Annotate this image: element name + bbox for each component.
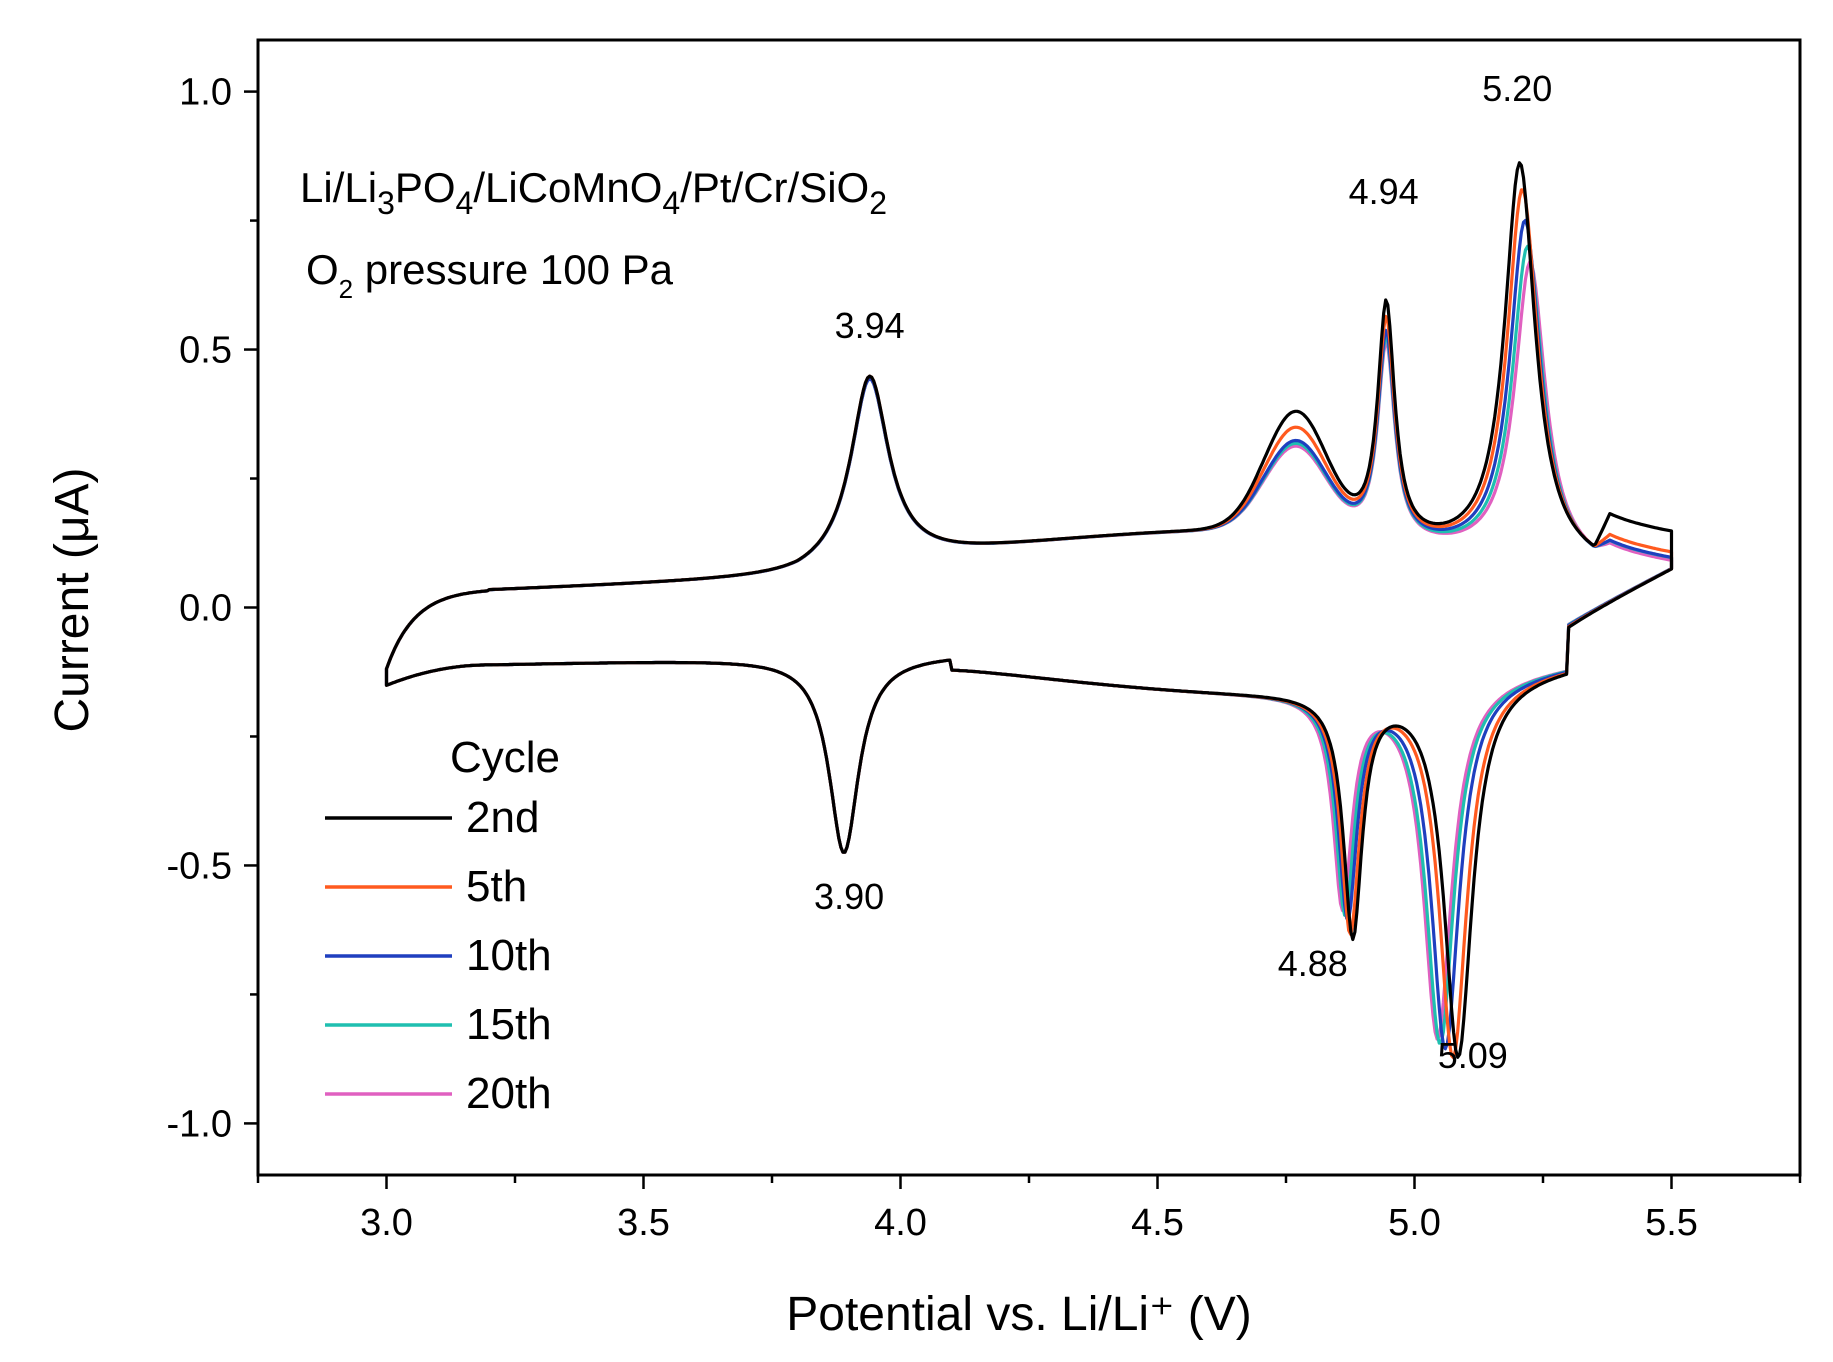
cell-label-sub: 2 xyxy=(869,185,887,221)
peak-label: 5.20 xyxy=(1482,68,1552,109)
series-line-2nd xyxy=(384,161,1674,1059)
cell-label-sub: 3 xyxy=(377,185,395,221)
x-tick-label: 3.5 xyxy=(617,1202,670,1244)
y-tick-label: 1.0 xyxy=(179,72,232,114)
cell-label-part: /Pt/Cr/SiO xyxy=(680,164,869,211)
y-tick-label: 0.5 xyxy=(179,330,232,372)
peak-label: 3.90 xyxy=(814,876,884,917)
legend-label: 2nd xyxy=(466,793,539,842)
cell-label-sub: 4 xyxy=(456,185,474,221)
y-tick-label: -0.5 xyxy=(167,845,232,887)
pressure-label-sub: 2 xyxy=(339,274,353,304)
legend-label: 10th xyxy=(466,931,552,980)
x-tick-label: 5.0 xyxy=(1388,1202,1441,1244)
x-tick-label: 3.0 xyxy=(360,1202,413,1244)
pressure-label: O2 pressure 100 Pa xyxy=(306,246,674,304)
x-axis-ticks: 3.0 3.5 4.0 4.5 5.0 5.5 xyxy=(256,1175,1802,1244)
pressure-label-main: O xyxy=(306,246,339,293)
y-tick-label: 0.0 xyxy=(179,588,232,630)
pressure-label-rest: pressure 100 Pa xyxy=(353,246,674,293)
plot-curves xyxy=(384,161,1674,1060)
cell-label-sub: 4 xyxy=(662,185,680,221)
peak-label: 4.94 xyxy=(1349,171,1419,212)
x-tick-label: 4.0 xyxy=(874,1202,927,1244)
legend-items: 2nd 5th 10th 15th 20th xyxy=(325,793,552,1118)
legend-label: 5th xyxy=(466,862,527,911)
legend: Cycle 2nd 5th 10th 15th 20th xyxy=(325,733,560,1118)
cell-label-part: /LiCoMnO xyxy=(473,164,662,211)
peak-label: 4.88 xyxy=(1278,943,1348,984)
peak-label: 3.94 xyxy=(835,305,905,346)
cell-label-part: Li/Li xyxy=(300,164,377,211)
x-tick-label: 5.5 xyxy=(1645,1202,1698,1244)
legend-label: 20th xyxy=(466,1069,552,1118)
legend-title: Cycle xyxy=(450,733,560,782)
y-axis-ticks: 1.0 0.5 0.0 -0.5 -1.0 xyxy=(167,72,258,1145)
cell-label-part: PO xyxy=(395,164,456,211)
x-axis-title: Potential vs. Li/Li⁺ (V) xyxy=(786,1288,1252,1341)
x-tick-label: 4.5 xyxy=(1131,1202,1184,1244)
y-axis-title: Current (μA) xyxy=(46,467,99,732)
peak-label: 5.09 xyxy=(1438,1035,1508,1076)
y-tick-label: -1.0 xyxy=(167,1103,232,1145)
peak-annotations: 3.94 4.94 5.20 3.90 4.88 5.09 xyxy=(814,68,1552,1076)
legend-label: 15th xyxy=(466,1000,552,1049)
cell-label: Li/Li3PO4/LiCoMnO4/Pt/Cr/SiO2 xyxy=(300,164,887,221)
